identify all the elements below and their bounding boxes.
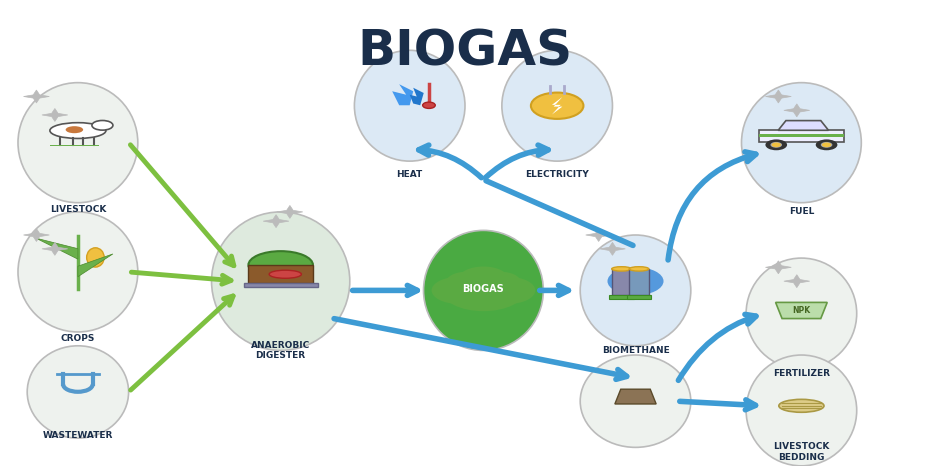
Ellipse shape	[580, 355, 691, 447]
Ellipse shape	[746, 355, 857, 466]
Polygon shape	[759, 130, 844, 142]
Ellipse shape	[92, 120, 113, 130]
Circle shape	[479, 272, 521, 292]
Text: BIOGAS: BIOGAS	[462, 284, 504, 294]
Text: LIVESTOCK: LIVESTOCK	[49, 205, 106, 214]
Circle shape	[821, 142, 832, 148]
Polygon shape	[630, 269, 649, 295]
Text: BIOMETHANE: BIOMETHANE	[602, 346, 670, 355]
Polygon shape	[551, 97, 563, 115]
Ellipse shape	[27, 346, 128, 438]
Ellipse shape	[778, 400, 824, 412]
Circle shape	[816, 140, 837, 150]
Polygon shape	[36, 238, 78, 259]
Polygon shape	[42, 109, 68, 121]
Ellipse shape	[66, 126, 83, 133]
Polygon shape	[600, 243, 625, 255]
Circle shape	[531, 93, 583, 119]
Polygon shape	[263, 215, 289, 227]
Ellipse shape	[269, 270, 301, 278]
Ellipse shape	[630, 266, 649, 271]
Polygon shape	[776, 302, 827, 319]
Polygon shape	[23, 90, 49, 103]
Polygon shape	[612, 269, 631, 295]
Text: ANAEROBIC
DIGESTER: ANAEROBIC DIGESTER	[251, 341, 311, 360]
Polygon shape	[765, 261, 791, 274]
Text: FERTILIZER: FERTILIZER	[773, 369, 830, 378]
Circle shape	[822, 142, 831, 147]
Circle shape	[607, 267, 663, 295]
Ellipse shape	[502, 50, 613, 161]
Polygon shape	[784, 274, 810, 288]
Text: LIVESTOCK
BEDDING: LIVESTOCK BEDDING	[773, 442, 830, 462]
Circle shape	[772, 142, 781, 147]
Ellipse shape	[18, 212, 138, 332]
Circle shape	[446, 272, 487, 292]
Circle shape	[442, 270, 525, 311]
Ellipse shape	[86, 248, 104, 267]
Text: NPK: NPK	[792, 306, 810, 315]
Polygon shape	[42, 243, 68, 255]
Polygon shape	[248, 265, 312, 283]
Polygon shape	[277, 205, 303, 219]
Ellipse shape	[248, 251, 312, 279]
Text: CROPS: CROPS	[60, 334, 95, 344]
Circle shape	[765, 140, 787, 150]
Text: FUEL: FUEL	[789, 207, 814, 216]
Circle shape	[482, 277, 536, 304]
Ellipse shape	[211, 212, 350, 351]
Ellipse shape	[746, 258, 857, 369]
Circle shape	[422, 102, 435, 109]
Polygon shape	[78, 254, 113, 277]
Ellipse shape	[580, 235, 691, 346]
Polygon shape	[410, 88, 424, 105]
Polygon shape	[765, 90, 791, 103]
Polygon shape	[759, 134, 844, 137]
Ellipse shape	[18, 83, 138, 203]
Circle shape	[458, 266, 509, 291]
Polygon shape	[244, 283, 317, 287]
Polygon shape	[23, 228, 49, 242]
Ellipse shape	[354, 50, 465, 161]
Circle shape	[432, 277, 485, 304]
Ellipse shape	[741, 83, 861, 203]
Polygon shape	[392, 84, 413, 105]
Polygon shape	[586, 228, 612, 242]
Ellipse shape	[50, 123, 106, 139]
Ellipse shape	[612, 266, 631, 271]
Polygon shape	[627, 295, 651, 299]
Polygon shape	[784, 104, 810, 117]
Text: ELECTRICITY: ELECTRICITY	[525, 171, 589, 180]
Polygon shape	[615, 389, 657, 404]
Polygon shape	[778, 121, 829, 130]
Text: BIOGAS: BIOGAS	[357, 27, 573, 75]
Text: WASTEWATER: WASTEWATER	[43, 431, 113, 440]
Polygon shape	[609, 295, 633, 299]
Ellipse shape	[423, 230, 543, 351]
Circle shape	[770, 142, 782, 148]
Text: HEAT: HEAT	[396, 171, 423, 180]
Polygon shape	[50, 145, 99, 146]
